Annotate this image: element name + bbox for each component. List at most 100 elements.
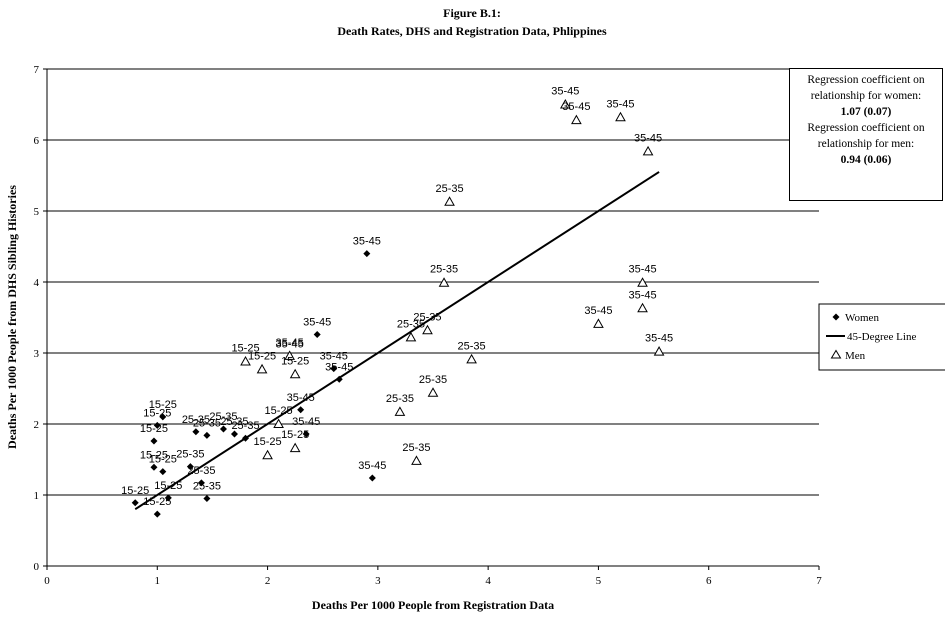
women-point: [313, 331, 321, 339]
annotation-line: Regression coefficient on: [807, 122, 925, 134]
women-point: [153, 421, 161, 429]
line-series: [134, 171, 660, 511]
y-tick-label: 3: [34, 348, 40, 360]
women-point-label: 15-25: [149, 399, 177, 411]
women-point-label: 25-35: [187, 465, 215, 477]
men-point: [637, 277, 648, 287]
men-point: [438, 277, 450, 287]
men-point-label: 15-25: [265, 405, 293, 417]
y-tick-label: 7: [34, 64, 40, 76]
men-point-label: 35-45: [551, 86, 579, 98]
men-point-label: 15-25: [281, 429, 309, 441]
women-point: [242, 434, 250, 442]
women-point: [219, 425, 227, 433]
men-point: [427, 387, 439, 397]
women-point: [192, 428, 200, 436]
women-point-label: 35-45: [292, 416, 320, 428]
men-point: [394, 406, 406, 416]
men-point-label: 25-35: [402, 442, 430, 454]
men-point: [615, 111, 626, 122]
legend-women-label: Women: [845, 312, 879, 324]
y-tick-label: 6: [34, 135, 40, 147]
women-point-label: 25-35: [220, 416, 248, 428]
women-point: [363, 250, 371, 258]
men-point: [289, 368, 301, 379]
women-point: [159, 468, 167, 476]
women-point-label: 35-45: [358, 460, 386, 472]
chart-subtitle: Death Rates, DHS and Registration Data, …: [337, 24, 607, 38]
women-point-label: 25-35: [193, 481, 221, 493]
gridlines: [47, 68, 819, 496]
men-point-label: 35-45: [276, 337, 304, 349]
men-point: [422, 324, 433, 335]
men-point-label: 25-35: [435, 183, 463, 195]
x-tick-label: 2: [265, 575, 271, 587]
women-point-label: 15-25: [154, 480, 182, 492]
legend-men-label: Men: [845, 350, 866, 362]
x-tick-label: 6: [706, 575, 712, 587]
women-point-label: 25-35: [209, 411, 237, 423]
men-point: [466, 353, 477, 364]
annotation-line: relationship for men:: [817, 138, 915, 150]
men-point: [642, 145, 654, 156]
men-point-label: 35-45: [628, 289, 656, 301]
women-point-label: 35-45: [325, 361, 353, 373]
men-point-label: 25-35: [386, 393, 414, 405]
men-point-label: 15-25: [254, 436, 282, 448]
men-point-label: 25-35: [419, 374, 447, 386]
men-point: [262, 449, 273, 460]
women-point: [159, 413, 167, 421]
women-point-label: 15-25: [143, 407, 171, 419]
legend: Women 45-Degree Line Men: [818, 303, 945, 371]
women-point-label: 35-45: [276, 339, 304, 351]
women-point: [335, 375, 343, 383]
annotation-men-coef: 0.94 (0.06): [840, 154, 892, 166]
legend-women-marker: [832, 313, 840, 321]
y-tick-label: 0: [34, 561, 40, 573]
x-tick-label: 3: [375, 575, 381, 587]
annotation-women-coef: 1.07 (0.07): [840, 106, 892, 118]
men-point-label: 35-45: [584, 305, 612, 317]
women-point: [230, 430, 238, 438]
women-point: [297, 406, 305, 414]
women-point: [186, 463, 194, 471]
women-point: [153, 510, 161, 518]
women-point-label: 15-25: [121, 485, 149, 497]
y-axis-label: Deaths Per 1000 People from DHS Sibling …: [5, 185, 19, 449]
y-tick-label: 4: [34, 277, 40, 289]
forty-five-degree-line: [134, 171, 660, 511]
men-point-label: 35-45: [634, 132, 662, 144]
women-point-label: 15-25: [140, 423, 168, 435]
men-point: [273, 418, 284, 428]
men-point-label: 35-45: [628, 264, 656, 276]
women-point-label: 35-45: [303, 317, 331, 329]
y-tick-label: 2: [34, 419, 40, 431]
men-point-label: 25-35: [458, 340, 486, 352]
women-point-label: 15-25: [143, 496, 171, 508]
x-tick-label: 1: [155, 575, 161, 587]
men-point: [444, 196, 455, 206]
men-point-label: 35-45: [606, 98, 634, 110]
women-point-label: 25-35: [193, 417, 221, 429]
y-tick-label: 5: [34, 206, 40, 218]
men-point: [289, 442, 301, 453]
men-point-label: 35-45: [562, 101, 590, 113]
women-point-label: 15-25: [149, 454, 177, 466]
women-point-label: 35-45: [353, 236, 381, 248]
axes: [43, 68, 820, 570]
men-point: [284, 350, 295, 360]
tick-labels: 0 1 2 3 4 5 6 7 0 1 2 3 4 5 6 7: [34, 64, 823, 587]
women-point: [203, 431, 211, 439]
regression-annotation: Regression coefficient on relationship f…: [789, 68, 943, 201]
men-point: [256, 363, 268, 374]
annotation-line: Regression coefficient on: [807, 74, 925, 86]
x-tick-label: 7: [816, 575, 822, 587]
data-points: [131, 98, 665, 518]
men-point: [637, 302, 648, 313]
x-axis-label: Deaths Per 1000 People from Registration…: [312, 598, 554, 612]
women-point-label: 25-35: [176, 449, 204, 461]
men-point: [653, 346, 665, 356]
women-point: [150, 463, 158, 471]
women-point-label: 25-35: [182, 414, 210, 426]
